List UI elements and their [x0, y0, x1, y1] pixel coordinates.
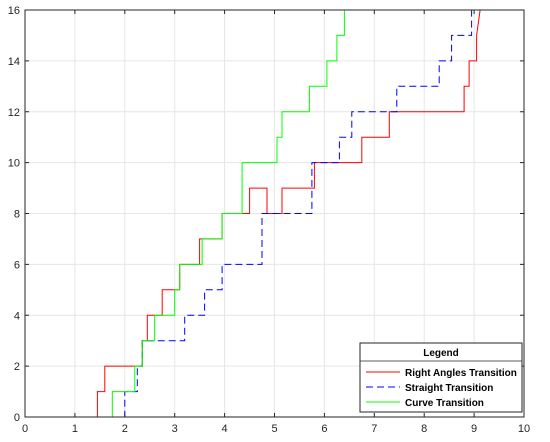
x-tick-label: 8 [421, 423, 427, 435]
x-tick-label: 7 [371, 423, 377, 435]
y-tick-label: 14 [8, 56, 20, 68]
x-tick-label: 10 [518, 423, 530, 435]
y-tick-label: 8 [14, 209, 20, 221]
x-tick-label: 2 [122, 423, 128, 435]
legend: Legend Right Angles Transition Straight T… [359, 342, 523, 413]
series-line-2 [25, 9, 480, 418]
legend-title: Legend [423, 348, 459, 359]
legend-box [359, 342, 523, 413]
legend-entry-0: Right Angles Transition [405, 368, 517, 379]
x-tick-label: 6 [321, 423, 327, 435]
series-layer [25, 9, 481, 418]
legend-entry-2: Curve Transition [405, 398, 484, 409]
x-tick-label: 4 [222, 423, 228, 435]
y-tick-label: 12 [8, 107, 20, 119]
x-tick-label: 5 [271, 423, 277, 435]
y-tick-label: 2 [14, 361, 20, 373]
y-tick-label: 16 [8, 5, 20, 17]
y-tick-label: 6 [14, 259, 20, 271]
y-tick-label: 0 [14, 412, 20, 424]
y-tick-label: 4 [14, 310, 20, 322]
x-tick-label: 0 [22, 423, 28, 435]
y-tick-label: 10 [8, 158, 20, 170]
x-tick-label: 3 [172, 423, 178, 435]
legend-entry-1: Straight Transition [405, 383, 493, 394]
x-tick-label: 9 [471, 423, 477, 435]
x-tick-label: 1 [72, 423, 78, 435]
